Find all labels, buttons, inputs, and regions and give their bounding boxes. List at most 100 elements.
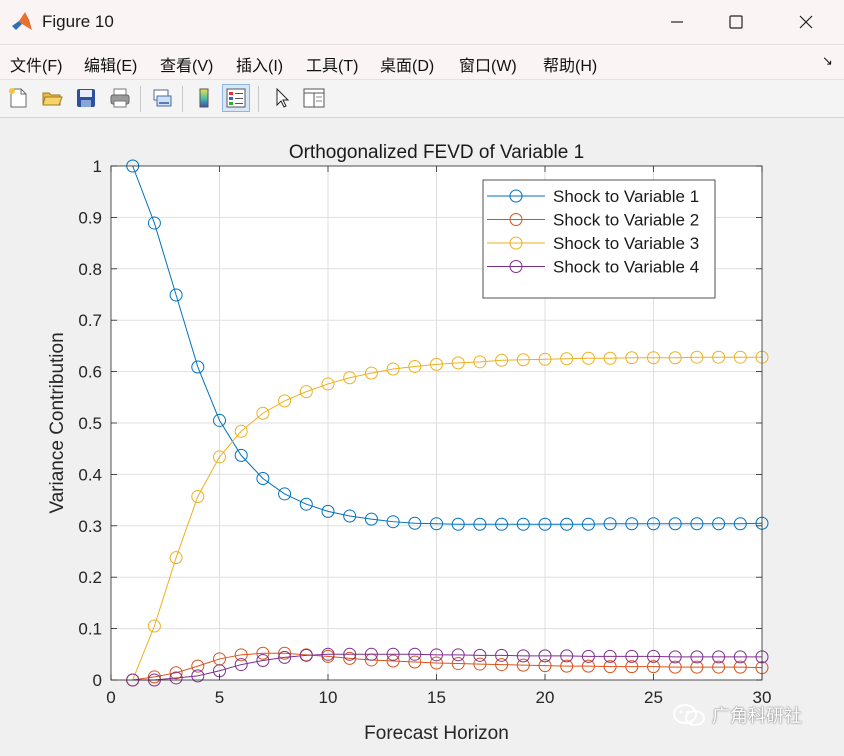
data-point	[256, 472, 270, 486]
x-tick-label: 25	[644, 688, 663, 707]
data-point	[538, 649, 552, 663]
data-point	[408, 655, 422, 669]
data-point	[516, 649, 530, 663]
new-figure-button[interactable]	[4, 84, 32, 112]
x-tick-label: 20	[536, 688, 555, 707]
y-tick-label: 0.3	[78, 517, 102, 536]
data-point	[430, 517, 443, 531]
data-point	[191, 659, 205, 673]
data-point	[690, 660, 704, 674]
y-tick-label: 0	[93, 671, 102, 690]
toolbar-separator	[182, 86, 183, 112]
data-point	[191, 360, 205, 374]
series-line-2	[132, 652, 763, 681]
maximize-icon	[729, 15, 743, 29]
fevd-line-chart[interactable]: 0 5 10 15 20 25 30 0 0.1 0.2 0.3 0.4 0.5 0.6 0.7 0.8 0.9…	[0, 118, 844, 751]
data-point	[169, 671, 183, 685]
data-point	[647, 660, 660, 674]
data-point	[603, 517, 617, 531]
data-point	[668, 517, 682, 531]
legend-marker-3	[509, 236, 523, 250]
dock-arrow-icon[interactable]: ↘	[822, 53, 833, 68]
y-tick-label: 0.1	[78, 620, 102, 639]
x-tick-label: 0	[106, 688, 115, 707]
menu-bar: 文件(F) 编辑(E) 查看(V) 插入(I) 工具(T) 桌面(D) 窗口(W…	[0, 45, 844, 80]
series-layer	[126, 159, 769, 687]
save-button[interactable]	[72, 84, 100, 112]
minimize-button[interactable]	[647, 0, 707, 44]
data-point	[668, 660, 682, 674]
window-title: Figure 10	[42, 12, 114, 31]
menu-view[interactable]: 查看(V)	[160, 58, 214, 75]
menu-window[interactable]: 窗口(W)	[459, 58, 517, 75]
data-point	[473, 517, 487, 531]
y-tick-label: 0.8	[78, 260, 102, 279]
chart-title: Orthogonalized FEVD of Variable 1	[289, 142, 584, 163]
property-inspector-button[interactable]	[300, 84, 328, 112]
data-point	[321, 504, 335, 518]
colorbar-button[interactable]	[190, 84, 218, 112]
data-point	[647, 649, 660, 663]
data-point	[321, 377, 335, 391]
data-point	[538, 659, 552, 673]
data-point	[690, 517, 704, 531]
data-point	[733, 660, 747, 674]
data-point	[603, 649, 617, 663]
pointer-button[interactable]	[268, 84, 296, 112]
data-point	[408, 647, 422, 661]
open-file-button[interactable]	[38, 84, 66, 112]
data-point	[169, 551, 183, 565]
menu-insert[interactable]: 插入(I)	[236, 58, 284, 75]
menu-desktop[interactable]: 桌面(D)	[380, 58, 435, 75]
series-line-4	[132, 653, 762, 681]
data-point	[213, 413, 226, 427]
y-tick-label: 0.4	[78, 465, 102, 484]
data-point	[278, 487, 292, 501]
data-point	[386, 654, 400, 668]
legend-entry-4: Shock to Variable 4	[553, 258, 699, 277]
series-2	[126, 646, 769, 687]
data-point	[668, 650, 682, 664]
data-point	[495, 353, 509, 367]
menu-help[interactable]: 帮助(H)	[543, 58, 598, 75]
data-point	[278, 650, 292, 664]
series-line-1	[132, 165, 763, 525]
data-point	[299, 385, 313, 399]
data-point	[169, 288, 183, 302]
data-point	[733, 650, 747, 664]
data-point	[516, 353, 530, 367]
legend-entry-3: Shock to Variable 3	[553, 234, 699, 253]
x-tick-label: 10	[319, 688, 338, 707]
data-point	[343, 509, 357, 523]
data-point	[364, 366, 378, 380]
data-point	[386, 515, 400, 529]
close-button[interactable]	[776, 0, 836, 44]
legend-button[interactable]	[222, 84, 250, 112]
menu-edit[interactable]: 编辑(E)	[84, 58, 138, 75]
maximize-button[interactable]	[706, 0, 766, 44]
x-axis-label: Forecast Horizon	[364, 723, 509, 744]
y-tick-label: 0.7	[78, 311, 102, 330]
data-point	[451, 648, 465, 662]
data-point	[147, 670, 161, 684]
series-4	[126, 647, 769, 687]
data-point	[386, 647, 400, 661]
data-point	[234, 658, 248, 672]
print-button[interactable]	[106, 84, 134, 112]
menu-file[interactable]: 文件(F)	[10, 58, 63, 75]
legend[interactable]: Shock to Variable 1 Shock to Variable 2 Sh…	[482, 179, 716, 299]
axis-ticks: 0 5 10 15 20 25 30 0 0.1 0.2 0.3 0.4 0.5 0.6 0.7 0.8 0.9…	[78, 157, 771, 707]
link-plot-button[interactable]	[148, 84, 176, 112]
data-point	[321, 647, 335, 661]
data-point	[473, 355, 487, 369]
data-point	[299, 497, 313, 511]
y-axis-label: Variance Contribution	[47, 332, 68, 513]
y-tick-label: 1	[93, 157, 102, 176]
series-3	[126, 350, 769, 687]
data-point	[733, 517, 747, 531]
data-point	[299, 648, 313, 662]
menu-tools[interactable]: 工具(T)	[306, 58, 359, 75]
data-point	[581, 649, 595, 663]
matlab-logo-icon	[12, 12, 32, 30]
data-point	[495, 648, 509, 662]
